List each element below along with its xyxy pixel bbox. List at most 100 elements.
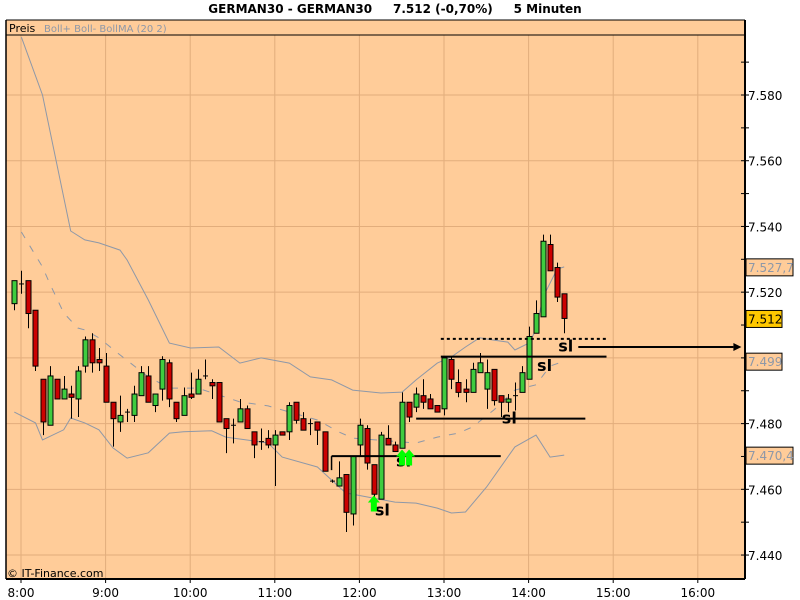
candle — [547, 234, 554, 272]
candle — [385, 425, 392, 446]
candle-body — [420, 395, 427, 403]
candle-body — [554, 267, 561, 298]
candle — [223, 418, 230, 454]
price-label-box-middle_band — [745, 352, 783, 371]
candle-body — [237, 408, 244, 423]
candle — [448, 356, 455, 390]
candle-body — [547, 244, 554, 272]
candle — [272, 430, 279, 487]
candle — [399, 392, 406, 449]
candle — [25, 280, 32, 329]
sl-label: sl — [375, 501, 390, 520]
candle — [75, 366, 82, 418]
plot-background — [6, 20, 745, 579]
candle — [279, 431, 286, 436]
candle-body — [251, 431, 258, 446]
candle-body — [357, 424, 364, 446]
candle-body — [286, 405, 293, 433]
candle-body — [343, 474, 350, 513]
candle-body — [561, 293, 568, 319]
price-tick-label: 7.520 — [748, 286, 782, 300]
candle-body — [75, 370, 82, 400]
price-label-middle_band: 7.499 — [748, 355, 782, 369]
candle-body — [138, 372, 145, 397]
bollinger-upper-band — [20, 37, 565, 394]
candle — [19, 270, 24, 294]
candle — [54, 378, 61, 400]
price-label-lower_band: 7.470,4 — [748, 449, 794, 463]
candle-body — [406, 401, 413, 418]
candle — [286, 402, 293, 441]
candle-body — [293, 401, 300, 421]
candle-body — [477, 362, 484, 374]
candle — [343, 474, 350, 533]
candle-body — [47, 375, 54, 426]
candle — [68, 385, 75, 419]
candle — [131, 385, 138, 422]
candle-body — [96, 359, 103, 364]
candle-body — [498, 395, 505, 403]
candle-body — [145, 375, 152, 403]
time-tick-label: 11:00 — [258, 586, 293, 600]
sl-label: sl — [502, 409, 517, 428]
candle — [455, 369, 462, 398]
candle-body — [371, 464, 378, 495]
candle-body — [314, 421, 321, 431]
chart-title: GERMAN30 - GERMAN30 7.512 (-0,70%) 5 Min… — [208, 2, 582, 16]
candle — [244, 405, 251, 430]
candle — [159, 356, 166, 401]
candle — [554, 262, 561, 303]
candle-body — [40, 378, 47, 423]
time-tick-label: 9:00 — [92, 586, 119, 600]
time-tick-label: 8:00 — [8, 586, 35, 600]
candle — [181, 387, 188, 416]
candle — [125, 408, 130, 422]
candle-body — [484, 372, 491, 390]
candle-body — [463, 388, 470, 393]
candle — [216, 382, 223, 423]
candle-body — [413, 393, 420, 408]
candle — [330, 479, 335, 483]
candle — [526, 326, 533, 380]
candle-body — [272, 434, 279, 446]
candle-body — [533, 313, 540, 334]
candle — [61, 375, 68, 400]
candle — [293, 401, 300, 424]
candle — [138, 366, 145, 397]
candle-body — [540, 240, 547, 318]
candle — [237, 398, 244, 423]
candle — [82, 336, 89, 373]
candle-body — [54, 378, 61, 400]
candle — [322, 431, 329, 472]
candle-body — [166, 362, 173, 400]
candle — [89, 333, 96, 373]
candle-body — [195, 378, 202, 395]
candle — [145, 366, 152, 403]
candle — [463, 379, 470, 403]
candle — [434, 405, 441, 413]
arrowhead-icon — [733, 343, 742, 352]
candle — [441, 357, 448, 416]
time-tick-label: 16:00 — [681, 586, 716, 600]
candle-body — [392, 444, 399, 453]
candle-body — [350, 455, 357, 515]
candle-body — [300, 418, 307, 431]
candle-body — [336, 477, 343, 487]
candle-body — [470, 368, 477, 393]
price-label-last_price: 7.512 — [748, 312, 782, 326]
candle-body — [131, 393, 138, 416]
candle-body — [152, 393, 159, 407]
candle — [300, 412, 307, 431]
plot-area: slslslslsl — [6, 35, 745, 579]
sl-label: sl — [558, 336, 573, 355]
candle — [173, 401, 180, 422]
candle-body — [110, 401, 117, 420]
bollinger-lower-band — [14, 411, 565, 514]
buy-arrow-icon — [367, 495, 380, 512]
candle-body — [159, 359, 166, 390]
candle-body — [11, 280, 18, 305]
candle-body — [364, 428, 371, 464]
time-tick-label: 13:00 — [427, 586, 462, 600]
candle-body — [32, 309, 39, 367]
candle — [314, 421, 321, 445]
